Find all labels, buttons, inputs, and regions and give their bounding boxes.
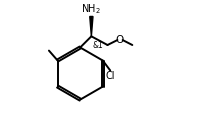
Text: &1: &1 <box>93 41 104 50</box>
Text: O: O <box>116 35 124 45</box>
Text: NH$_2$: NH$_2$ <box>81 2 101 16</box>
Polygon shape <box>90 16 93 36</box>
Text: Cl: Cl <box>106 71 115 81</box>
